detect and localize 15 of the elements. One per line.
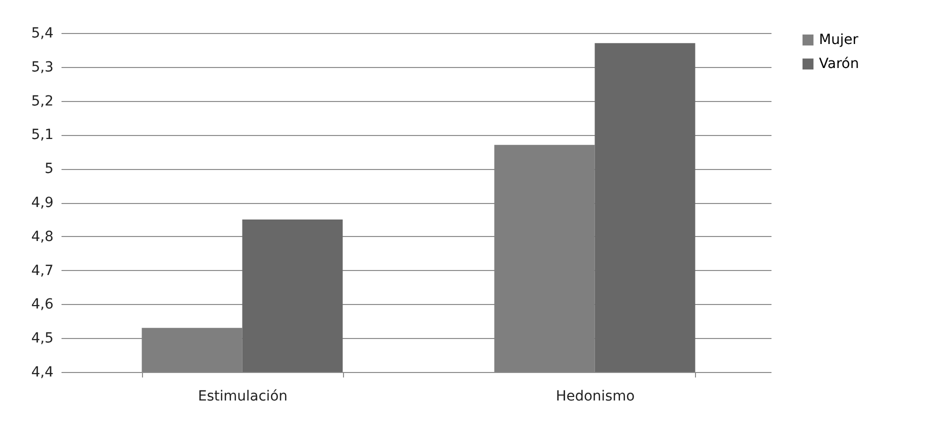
y-tick-label: 4,4 (31, 364, 54, 380)
y-tick-label: 5,1 (31, 127, 54, 144)
legend-label: Mujer (819, 32, 858, 48)
y-tick-label: 5,2 (31, 93, 54, 110)
legend-label: Varón (819, 56, 859, 72)
y-tick-label: 5,4 (31, 26, 54, 42)
y-tick-label: 5,3 (31, 59, 54, 76)
x-tick-label: Estimulación (198, 388, 288, 404)
y-tick-label: 4,9 (31, 195, 54, 211)
y-tick-label: 4,5 (31, 330, 54, 347)
y-tick-label: 4,8 (31, 228, 54, 245)
y-tick-label: 5 (44, 161, 54, 178)
y-tick-label: 4,6 (31, 296, 54, 313)
x-tick-label: Hedonismo (556, 388, 635, 404)
y-tick-label: 4,7 (31, 262, 54, 279)
